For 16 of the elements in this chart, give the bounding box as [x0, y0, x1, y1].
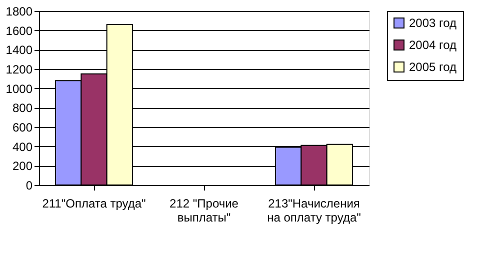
legend-label: 2005 год [409, 60, 457, 74]
y-tick-label: 800 [12, 101, 33, 116]
legend-label: 2004 год [409, 38, 457, 52]
legend-label: 2003 год [409, 16, 457, 30]
y-tick-label: 1400 [6, 43, 33, 58]
x-tick-label: 211"Оплата труда" [42, 196, 146, 210]
y-tick-label: 400 [12, 140, 33, 154]
y-tick-label: 600 [12, 120, 33, 134]
y-tick-label: 1600 [6, 24, 33, 38]
y-tick-label: 1800 [6, 4, 33, 18]
y-tick-label: 1200 [6, 62, 33, 76]
x-tick-label: 213"Начисления на оплату труда" [267, 196, 361, 224]
x-tick-label: 212 "Прочие выплаты" [170, 196, 239, 224]
y-tick-label: 1000 [6, 82, 33, 96]
y-tick-label: 200 [12, 159, 33, 174]
y-tick-label: 0 [26, 178, 33, 192]
